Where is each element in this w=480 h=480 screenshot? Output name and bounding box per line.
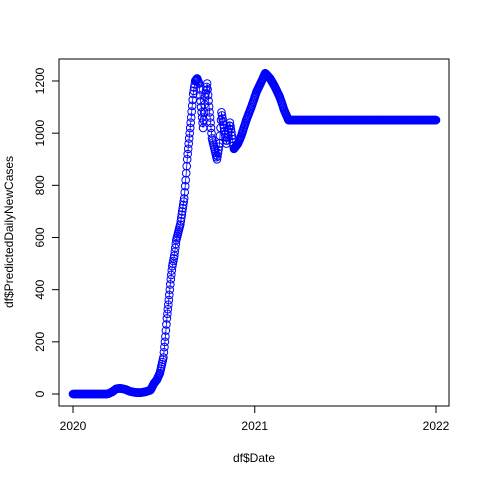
data-point bbox=[179, 194, 189, 203]
data-point bbox=[217, 108, 226, 117]
data-point bbox=[162, 314, 172, 323]
data-point bbox=[185, 128, 194, 138]
x-tick-label: 2020 bbox=[60, 419, 87, 433]
data-point bbox=[179, 197, 188, 206]
data-point bbox=[204, 102, 214, 111]
data-point bbox=[166, 280, 175, 289]
data-point bbox=[178, 203, 187, 213]
data-point bbox=[182, 155, 192, 164]
data-point bbox=[212, 155, 222, 164]
data-point bbox=[161, 332, 170, 341]
data-point bbox=[161, 326, 171, 335]
data-point bbox=[160, 342, 169, 352]
data-point bbox=[184, 134, 194, 143]
x-tick-label: 2021 bbox=[241, 419, 268, 433]
data-point bbox=[188, 95, 197, 105]
data-point bbox=[163, 309, 172, 319]
y-tick-label: 400 bbox=[33, 279, 47, 299]
data-point bbox=[218, 114, 227, 123]
data-point bbox=[183, 149, 192, 159]
data-point bbox=[165, 290, 174, 300]
data-point bbox=[206, 118, 215, 127]
data-point bbox=[225, 118, 235, 127]
data-point bbox=[227, 128, 236, 137]
data-point bbox=[183, 144, 193, 154]
data-point bbox=[214, 142, 224, 151]
data-point bbox=[201, 89, 210, 98]
data-point bbox=[203, 85, 212, 94]
data-point bbox=[213, 151, 222, 161]
data-point bbox=[188, 89, 198, 99]
data-point bbox=[214, 145, 223, 155]
data-point bbox=[213, 148, 223, 158]
data-point bbox=[176, 216, 186, 226]
data-point bbox=[177, 213, 186, 223]
y-tick-label: 1200 bbox=[33, 67, 47, 94]
data-point bbox=[178, 200, 188, 210]
data-point bbox=[181, 175, 190, 185]
data-point bbox=[162, 320, 171, 329]
data-point bbox=[159, 353, 168, 362]
y-tick-label: 1000 bbox=[33, 119, 47, 146]
y-tick-label: 200 bbox=[33, 332, 47, 352]
data-point bbox=[205, 113, 215, 122]
data-point bbox=[164, 300, 173, 310]
data-point bbox=[160, 337, 170, 347]
data-point bbox=[226, 121, 235, 131]
data-point bbox=[177, 207, 187, 216]
data-point bbox=[218, 117, 228, 126]
data-point bbox=[203, 90, 213, 100]
x-axis: 2020 2021 2022 bbox=[60, 405, 450, 433]
data-point bbox=[189, 86, 198, 96]
data-point bbox=[186, 118, 195, 127]
data-point bbox=[182, 161, 191, 171]
data-point bbox=[180, 181, 190, 191]
data-point bbox=[163, 304, 173, 314]
data-point bbox=[187, 101, 197, 111]
data-point bbox=[227, 131, 237, 141]
data-point bbox=[206, 123, 216, 133]
data-point bbox=[205, 108, 214, 117]
data-point bbox=[204, 96, 213, 106]
data-point bbox=[187, 107, 196, 116]
y-axis-label: df$PredictedDailyNewCases bbox=[2, 156, 16, 308]
data-point bbox=[201, 85, 211, 95]
data-point bbox=[166, 274, 176, 284]
data-point bbox=[222, 136, 232, 145]
data-series bbox=[68, 68, 441, 399]
y-tick-label: 800 bbox=[33, 175, 47, 195]
data-point bbox=[226, 125, 236, 134]
data-point bbox=[165, 285, 175, 295]
data-point bbox=[185, 123, 195, 133]
data-point bbox=[164, 295, 174, 305]
data-point bbox=[180, 188, 189, 197]
data-point bbox=[431, 115, 441, 125]
data-point bbox=[217, 111, 227, 120]
y-tick-label: 0 bbox=[33, 390, 47, 397]
y-axis: 0 200 400 600 800 1000 1200 bbox=[33, 67, 60, 397]
y-tick-label: 600 bbox=[33, 227, 47, 247]
data-point bbox=[176, 220, 185, 229]
data-point bbox=[167, 266, 177, 275]
data-point bbox=[202, 79, 212, 88]
x-axis-label: df$Date bbox=[233, 451, 275, 465]
data-point bbox=[181, 168, 191, 178]
data-point bbox=[159, 348, 169, 357]
data-point bbox=[177, 210, 187, 219]
data-point bbox=[184, 139, 193, 148]
data-point bbox=[167, 270, 176, 280]
x-tick-label: 2022 bbox=[423, 419, 450, 433]
data-point bbox=[186, 113, 196, 122]
